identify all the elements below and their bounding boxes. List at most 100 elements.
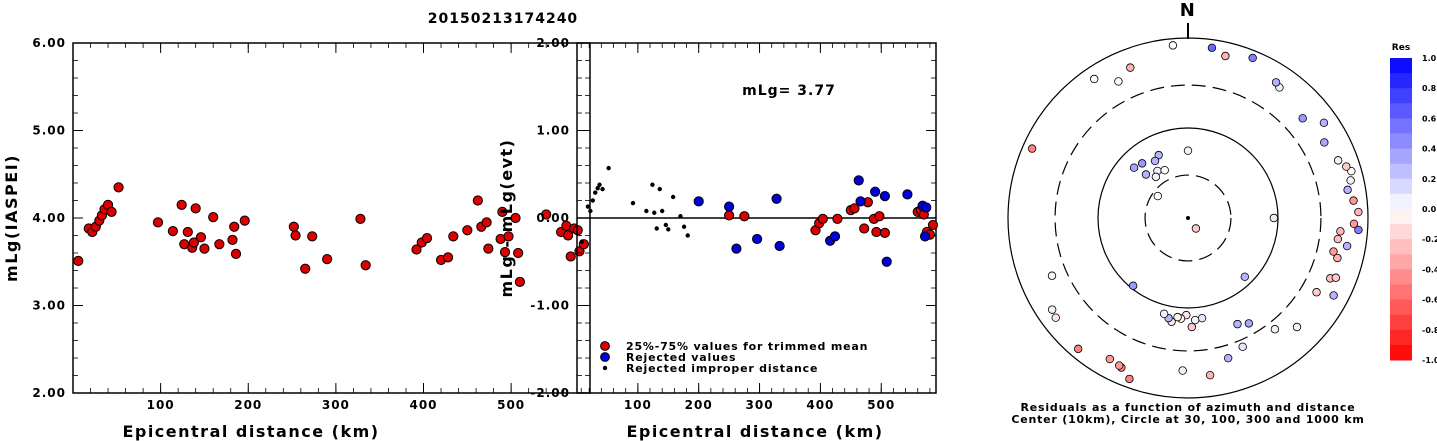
data-point	[182, 226, 193, 238]
data-point	[541, 209, 552, 220]
data-point	[921, 202, 932, 213]
colorbar-segment	[1390, 344, 1412, 361]
data-point	[585, 204, 591, 209]
data-point	[666, 227, 671, 232]
data-point	[503, 231, 514, 242]
station-marker	[1114, 361, 1124, 370]
y-tick-label: 1.00	[536, 124, 570, 138]
data-point	[73, 255, 84, 266]
data-point	[355, 213, 366, 224]
data-point	[214, 239, 225, 250]
data-point	[208, 212, 219, 223]
data-point	[881, 256, 892, 267]
data-point	[481, 217, 492, 228]
y-tick-label: 3.00	[32, 299, 66, 313]
colorbar-segment	[1390, 314, 1412, 331]
station-marker	[1238, 342, 1247, 352]
colorbar-tick-label: 0.0	[1422, 205, 1437, 214]
station-marker	[1159, 309, 1169, 318]
colorbar-segment	[1390, 254, 1412, 270]
data-point	[499, 247, 511, 258]
station-marker	[1128, 281, 1138, 290]
legend: 25%-75% values for trimmed meanRejected …	[600, 340, 868, 375]
distance-ring	[1054, 84, 1322, 352]
data-point	[288, 221, 299, 232]
station-marker	[1197, 313, 1207, 323]
station-marker	[1312, 288, 1321, 297]
colorbar-segment	[1390, 103, 1412, 119]
station-marker	[1047, 271, 1057, 280]
data-point	[829, 231, 841, 242]
data-point	[630, 200, 636, 206]
x-tick-label: 200	[234, 398, 262, 412]
x-tick-label: 500	[497, 398, 525, 412]
epicenter-marker	[1186, 216, 1190, 220]
legend-label: 25%-75% values for trimmed mean	[626, 340, 868, 353]
station-marker	[1160, 165, 1169, 175]
distance-rings	[1007, 37, 1369, 399]
data-point	[360, 260, 371, 271]
station-marker	[1240, 272, 1249, 282]
station-marker	[1269, 213, 1279, 223]
data-point	[442, 252, 454, 263]
station-marker	[1153, 191, 1162, 201]
station-marker	[1248, 53, 1257, 63]
colorbar-segment	[1390, 284, 1412, 301]
data-point	[774, 240, 785, 252]
station-marker	[1342, 241, 1352, 251]
colorbar-tick-label: -1.0	[1422, 356, 1437, 365]
colorbar-segment	[1390, 209, 1412, 225]
data-point	[562, 230, 574, 241]
y-tick-label: 5.00	[32, 124, 66, 138]
station-marker	[1270, 325, 1280, 334]
data-point	[879, 191, 890, 202]
colorbar-tick-label: -0.6	[1422, 296, 1437, 305]
y-tick-label: 2.00	[32, 386, 66, 400]
data-point	[902, 189, 913, 200]
legend-marker	[602, 365, 608, 371]
data-point	[290, 230, 301, 241]
x-tick-label: 400	[806, 398, 834, 412]
colorbar-segment	[1390, 299, 1412, 316]
data-point	[678, 214, 683, 219]
data-point	[227, 234, 238, 245]
data-point	[590, 198, 596, 203]
data-point	[874, 211, 885, 222]
colorbar-tick-label: 0.8	[1422, 84, 1437, 93]
station-marker	[1126, 63, 1135, 72]
azimuth-residual-polar-chart: N Residuals as a function of azimuth and…	[1007, 0, 1437, 426]
station-marker	[1354, 207, 1363, 217]
data-point	[685, 233, 690, 238]
station-marker	[1129, 163, 1139, 172]
data-point	[176, 199, 187, 210]
colorbar-tick-label: 0.4	[1422, 145, 1437, 154]
station-marker	[1114, 77, 1123, 86]
colorbar-segment	[1390, 58, 1412, 74]
figure-title: 20150213174240	[428, 11, 578, 27]
station-marker	[1292, 322, 1302, 332]
data-point	[106, 206, 117, 217]
station-marker	[1349, 219, 1359, 228]
station-marker	[1343, 185, 1352, 195]
station-marker	[1319, 118, 1329, 128]
caption-line-2: Center (10km), Circle at 30, 100, 300 an…	[1011, 413, 1364, 426]
data-point	[663, 222, 669, 228]
station-marker	[1187, 322, 1197, 332]
station-marker	[1178, 366, 1187, 375]
data-point	[199, 243, 210, 254]
x-tick-label: 100	[624, 398, 652, 412]
x-axis-label: Epicentral distance (km)	[626, 422, 883, 441]
data-point	[565, 251, 576, 262]
data-point	[681, 224, 687, 229]
colorbar-segment	[1390, 239, 1412, 255]
station-marker	[1141, 170, 1151, 179]
x-tick-label: 500	[867, 398, 895, 412]
station-marker	[1298, 114, 1307, 123]
y-tick-label: -2.00	[530, 386, 570, 400]
data-point	[448, 231, 459, 242]
x-tick-label: 100	[147, 398, 175, 412]
station-markers	[1027, 41, 1363, 384]
station-marker	[1349, 196, 1358, 205]
station-marker	[1329, 247, 1338, 256]
colorbar-segment	[1390, 148, 1412, 165]
